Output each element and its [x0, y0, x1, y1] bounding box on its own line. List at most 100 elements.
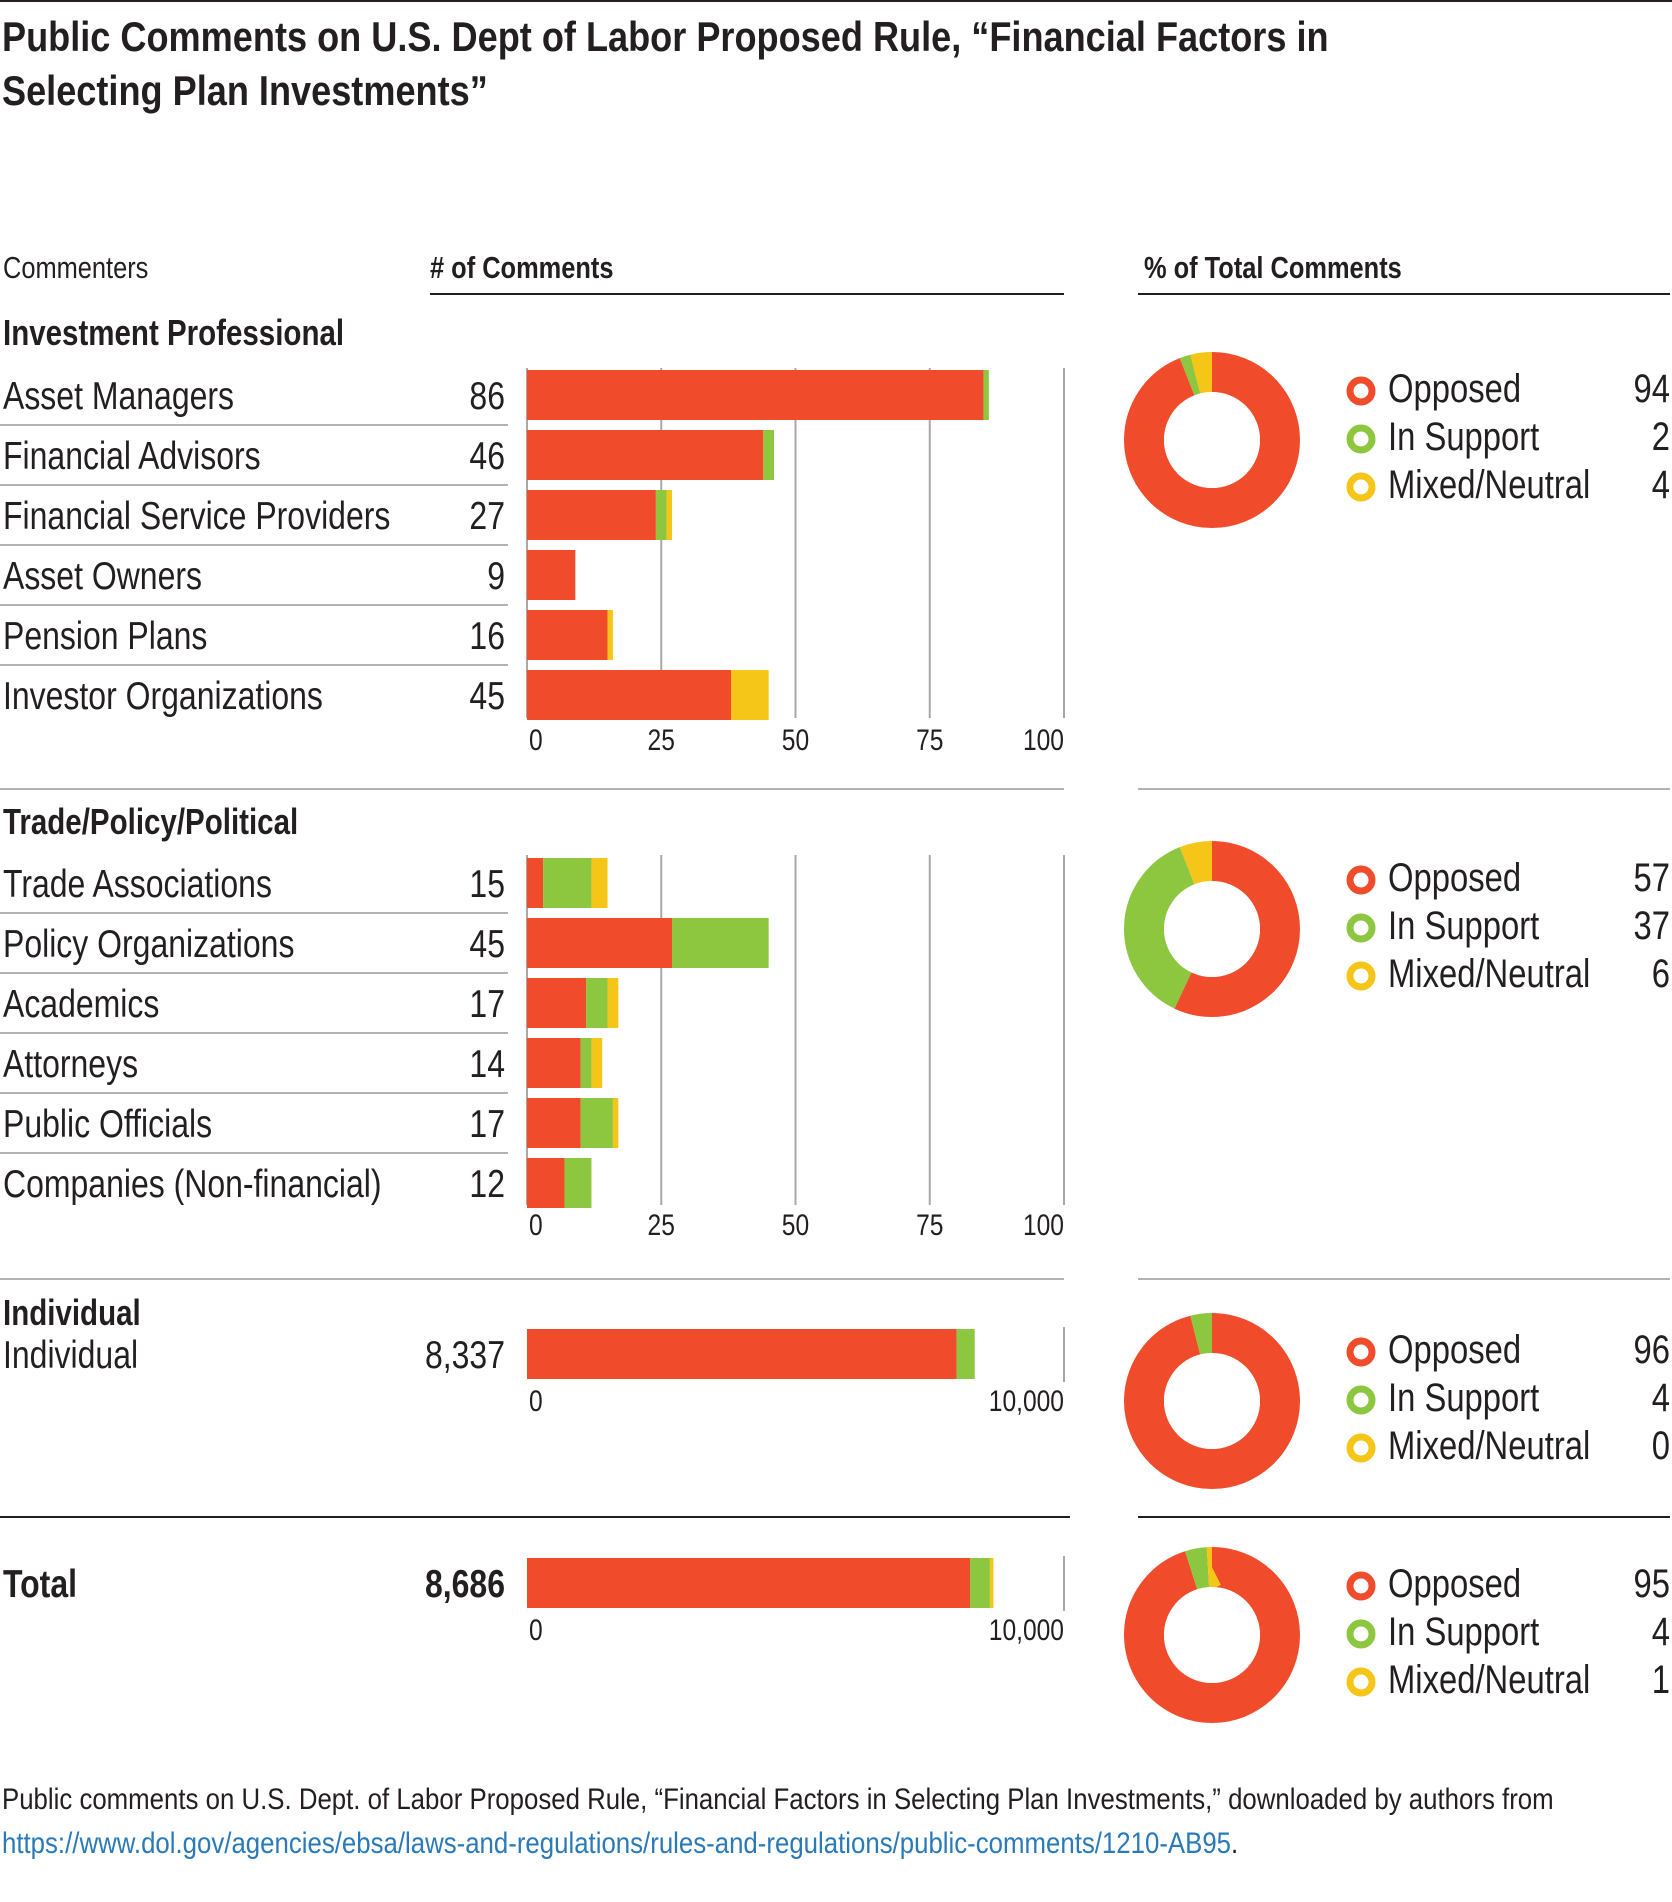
bar-segment-in-support [956, 1329, 975, 1379]
header-commenters: Commenters [3, 251, 148, 286]
legend-value-mixed-neutral: 4 [1652, 462, 1670, 507]
legend-value-opposed: 57 [1634, 855, 1670, 900]
legend-marker-opposed [1346, 865, 1376, 895]
category-total-companies-non-financial: 12 [469, 1162, 505, 1206]
x-tick-label: 10,000 [989, 1613, 1064, 1647]
bar-segment-in-support [580, 1098, 613, 1148]
bar-segment-in-support [671, 918, 769, 968]
bar-segment-opposed [527, 978, 587, 1028]
legend-label-opposed: Opposed [1388, 1561, 1521, 1606]
bar-segment-opposed [527, 1329, 957, 1379]
bar-segment-mixed-neutral [591, 858, 608, 908]
bar-segment-in-support [970, 1558, 990, 1608]
donut-slice-in-support [1124, 1313, 1300, 1489]
legend-label-mixed-neutral: Mixed/Neutral [1388, 462, 1590, 507]
category-total-total: 8,686 [425, 1562, 505, 1606]
bar-segment-opposed [527, 1098, 581, 1148]
bar-segment-opposed [527, 550, 576, 600]
legend-value-mixed-neutral: 1 [1652, 1657, 1670, 1702]
category-label-policy-organizations: Policy Organizations [3, 922, 294, 966]
category-total-asset-managers: 86 [469, 374, 505, 418]
legend-value-mixed-neutral: 6 [1652, 951, 1670, 996]
bar-segment-mixed-neutral [731, 670, 769, 720]
category-total-asset-owners: 9 [487, 554, 505, 598]
bar-segment-opposed [527, 430, 764, 480]
x-tick-label: 75 [916, 723, 943, 757]
legend-marker-mixed-neutral [1346, 961, 1376, 991]
legend-label-in-support: In Support [1388, 1375, 1539, 1420]
header-percent: % of Total Comments [1144, 251, 1402, 286]
legend-value-opposed: 95 [1634, 1561, 1670, 1606]
category-total-pension-plans: 16 [469, 614, 505, 658]
legend-marker-mixed-neutral [1346, 1433, 1376, 1463]
legend-value-mixed-neutral: 0 [1652, 1423, 1670, 1468]
x-tick-label: 25 [648, 723, 675, 757]
bar-segment-opposed [527, 858, 544, 908]
donut-slice-mixed-neutral [1124, 1547, 1300, 1723]
category-total-attorneys: 14 [469, 1042, 505, 1086]
category-label-companies-non-financial: Companies (Non-financial) [3, 1162, 382, 1206]
bar-segment-opposed [527, 490, 656, 540]
footnote-end: . [1231, 1827, 1239, 1860]
bar-segment-opposed [527, 1038, 581, 1088]
source-link[interactable]: https://www.dol.gov/agencies/ebsa/laws-a… [2, 1827, 1232, 1860]
category-label-total: Total [3, 1562, 77, 1606]
bar-segment-opposed [527, 670, 732, 720]
category-label-individual: Individual [3, 1333, 138, 1377]
legend-marker-opposed [1346, 1337, 1376, 1367]
footnote-text: Public comments on U.S. Dept. of Labor P… [2, 1783, 1554, 1816]
bar-segment-in-support [655, 490, 667, 540]
bar-segment-in-support [586, 978, 608, 1028]
chart-title: Public Comments on U.S. Dept of Labor Pr… [2, 13, 1329, 114]
bar-segment-in-support [543, 858, 592, 908]
legend-value-in-support: 2 [1652, 414, 1670, 459]
category-total-financial-advisors: 46 [469, 434, 505, 478]
category-label-academics: Academics [3, 982, 159, 1026]
category-label-financial-service-providers: Financial Service Providers [3, 494, 390, 538]
x-tick-label: 0 [529, 1384, 543, 1418]
bar-segment-opposed [527, 610, 608, 660]
chart-area: Commenters # of Comments % of Total Commen… [0, 251, 1670, 1723]
category-label-trade-associations: Trade Associations [3, 862, 272, 906]
legend-value-opposed: 96 [1634, 1327, 1670, 1372]
bar-segment-opposed [527, 1158, 565, 1208]
x-tick-label: 50 [782, 1208, 809, 1242]
category-total-investor-organizations: 45 [469, 674, 505, 718]
legend-value-in-support: 4 [1652, 1375, 1670, 1420]
legend-value-in-support: 4 [1652, 1609, 1670, 1654]
legend-label-in-support: In Support [1388, 414, 1539, 459]
category-total-public-officials: 17 [469, 1102, 505, 1146]
legend-label-opposed: Opposed [1388, 1327, 1521, 1372]
category-label-asset-owners: Asset Owners [3, 554, 202, 598]
legend-marker-in-support [1346, 424, 1376, 454]
bar-segment-opposed [527, 1558, 971, 1608]
legend-label-opposed: Opposed [1388, 855, 1521, 900]
category-label-attorneys: Attorneys [3, 1042, 138, 1086]
legend-label-mixed-neutral: Mixed/Neutral [1388, 1423, 1590, 1468]
bar-segment-in-support [564, 1158, 592, 1208]
category-total-trade-associations: 15 [469, 862, 505, 906]
legend-marker-opposed [1346, 1571, 1376, 1601]
donut-slice-in-support [1124, 841, 1300, 1017]
legend-value-opposed: 94 [1634, 366, 1670, 411]
bar-segment-in-support [580, 1038, 592, 1088]
bar-segment-mixed-neutral [607, 610, 613, 660]
bar-segment-mixed-neutral [666, 490, 672, 540]
x-tick-label: 50 [782, 723, 809, 757]
legend-label-in-support: In Support [1388, 903, 1539, 948]
legend-value-in-support: 37 [1634, 903, 1670, 948]
category-label-investor-organizations: Investor Organizations [3, 674, 323, 718]
bar-segment-opposed [527, 918, 672, 968]
x-tick-label: 0 [529, 1208, 543, 1242]
category-total-policy-organizations: 45 [469, 922, 505, 966]
section-heading: Investment Professional [3, 312, 344, 352]
x-tick-label: 75 [916, 1208, 943, 1242]
legend-marker-mixed-neutral [1346, 1667, 1376, 1697]
bar-segment-mixed-neutral [612, 1098, 619, 1148]
bar-segment-in-support [983, 370, 989, 420]
header-comments: # of Comments [430, 251, 613, 286]
category-label-asset-managers: Asset Managers [3, 374, 234, 418]
category-total-financial-service-providers: 27 [469, 494, 505, 538]
category-label-public-officials: Public Officials [3, 1102, 212, 1146]
legend-label-mixed-neutral: Mixed/Neutral [1388, 951, 1590, 996]
